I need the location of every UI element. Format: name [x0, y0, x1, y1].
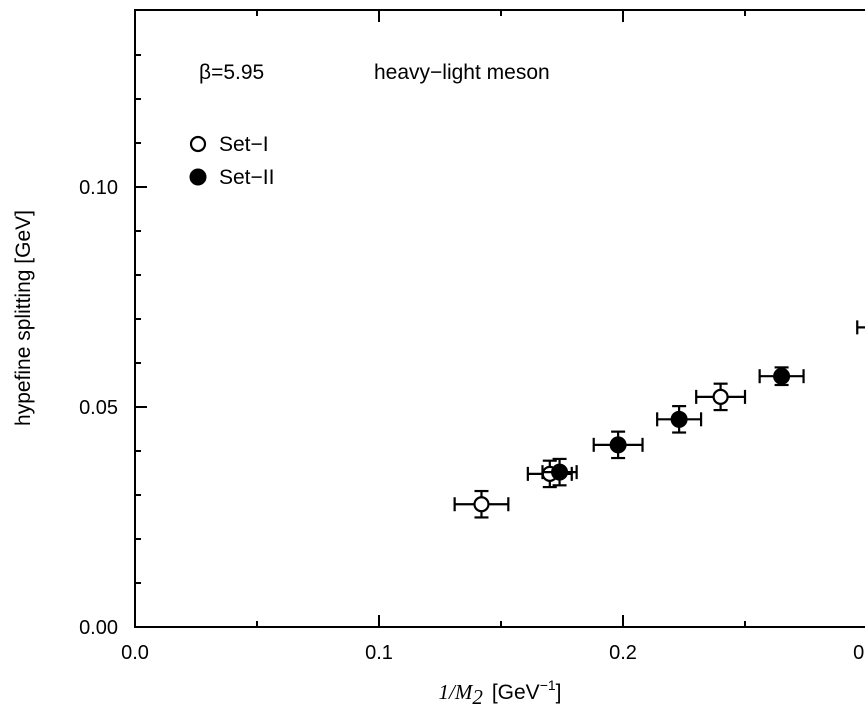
x-tick-label: 0.3: [853, 642, 865, 664]
set-1-point: [856, 320, 865, 335]
x-tick-label: 0.1: [365, 642, 393, 664]
filled-circle-marker: [609, 436, 627, 454]
y-axis-label: hypefine splitting [GeV]: [12, 210, 35, 426]
beta-annotation: β=5.95: [199, 61, 264, 84]
open-circle-marker: [712, 388, 729, 405]
legend-label-set-1: Set−I: [219, 133, 269, 156]
y-tick-label: 0.10: [79, 177, 118, 199]
x-axis-label: 1/M2 [GeV−1]: [439, 677, 562, 709]
set-2-point: [541, 457, 578, 487]
filled-circle-marker: [773, 367, 791, 385]
axes: 0.00.10.20.30.40.50.000.050.10: [79, 10, 865, 664]
set-2-point: [758, 366, 805, 387]
set-1-point: [453, 489, 510, 519]
chart-title-annotation: heavy−light meson: [374, 61, 550, 84]
x-tick-label: 0.0: [121, 642, 149, 664]
x-tick-label: 0.2: [609, 642, 637, 664]
legend-label-set-2: Set−II: [219, 166, 274, 189]
open-circle-marker: [473, 496, 490, 513]
filled-circle-marker: [670, 410, 688, 428]
legend: Set−I Set−II: [189, 133, 274, 189]
y-tick-label: 0.00: [79, 617, 118, 639]
data-marks: [453, 320, 865, 519]
plot-frame: [134, 9, 865, 628]
set-2-point: [656, 405, 703, 434]
legend-filled-circle-marker: [189, 168, 207, 186]
set-2-point: [592, 430, 644, 460]
y-tick-label: 0.05: [79, 397, 118, 419]
filled-circle-marker: [551, 463, 569, 481]
legend-open-circle-marker: [189, 135, 207, 153]
set-1-point: [695, 382, 747, 412]
